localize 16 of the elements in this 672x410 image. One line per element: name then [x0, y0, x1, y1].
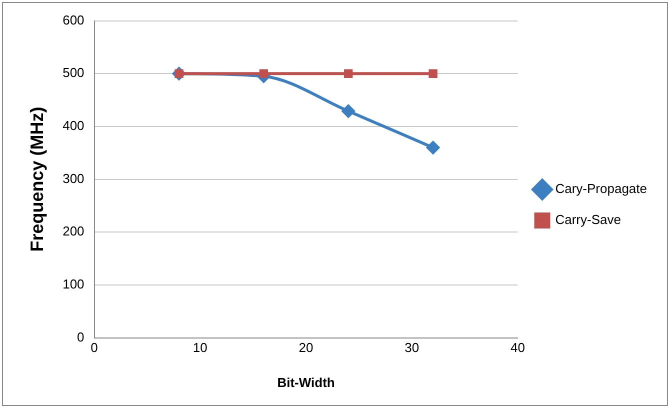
y-tick-label: 600: [62, 12, 84, 28]
y-tick-label: 200: [62, 224, 84, 239]
y-tick-label: 0: [77, 329, 84, 344]
y-tick-label: 500: [62, 65, 84, 80]
x-tick-label: 40: [510, 340, 525, 356]
x-tick-label: 0: [90, 340, 98, 356]
y-tick-label: 400: [62, 118, 84, 134]
x-tick-label: 30: [404, 340, 420, 356]
y-tick-label: 100: [62, 276, 84, 292]
x-tick-label: 20: [298, 340, 314, 356]
y-axis-title: Frequency (MHz): [26, 106, 47, 252]
y-tick-label: 300: [62, 170, 84, 186]
x-axis-title: Bit-Width: [277, 374, 335, 390]
legend-label: Cary-Propagate: [555, 181, 648, 196]
legend-label: Carry-Save: [555, 212, 621, 228]
x-tick-label: 10: [192, 340, 208, 356]
